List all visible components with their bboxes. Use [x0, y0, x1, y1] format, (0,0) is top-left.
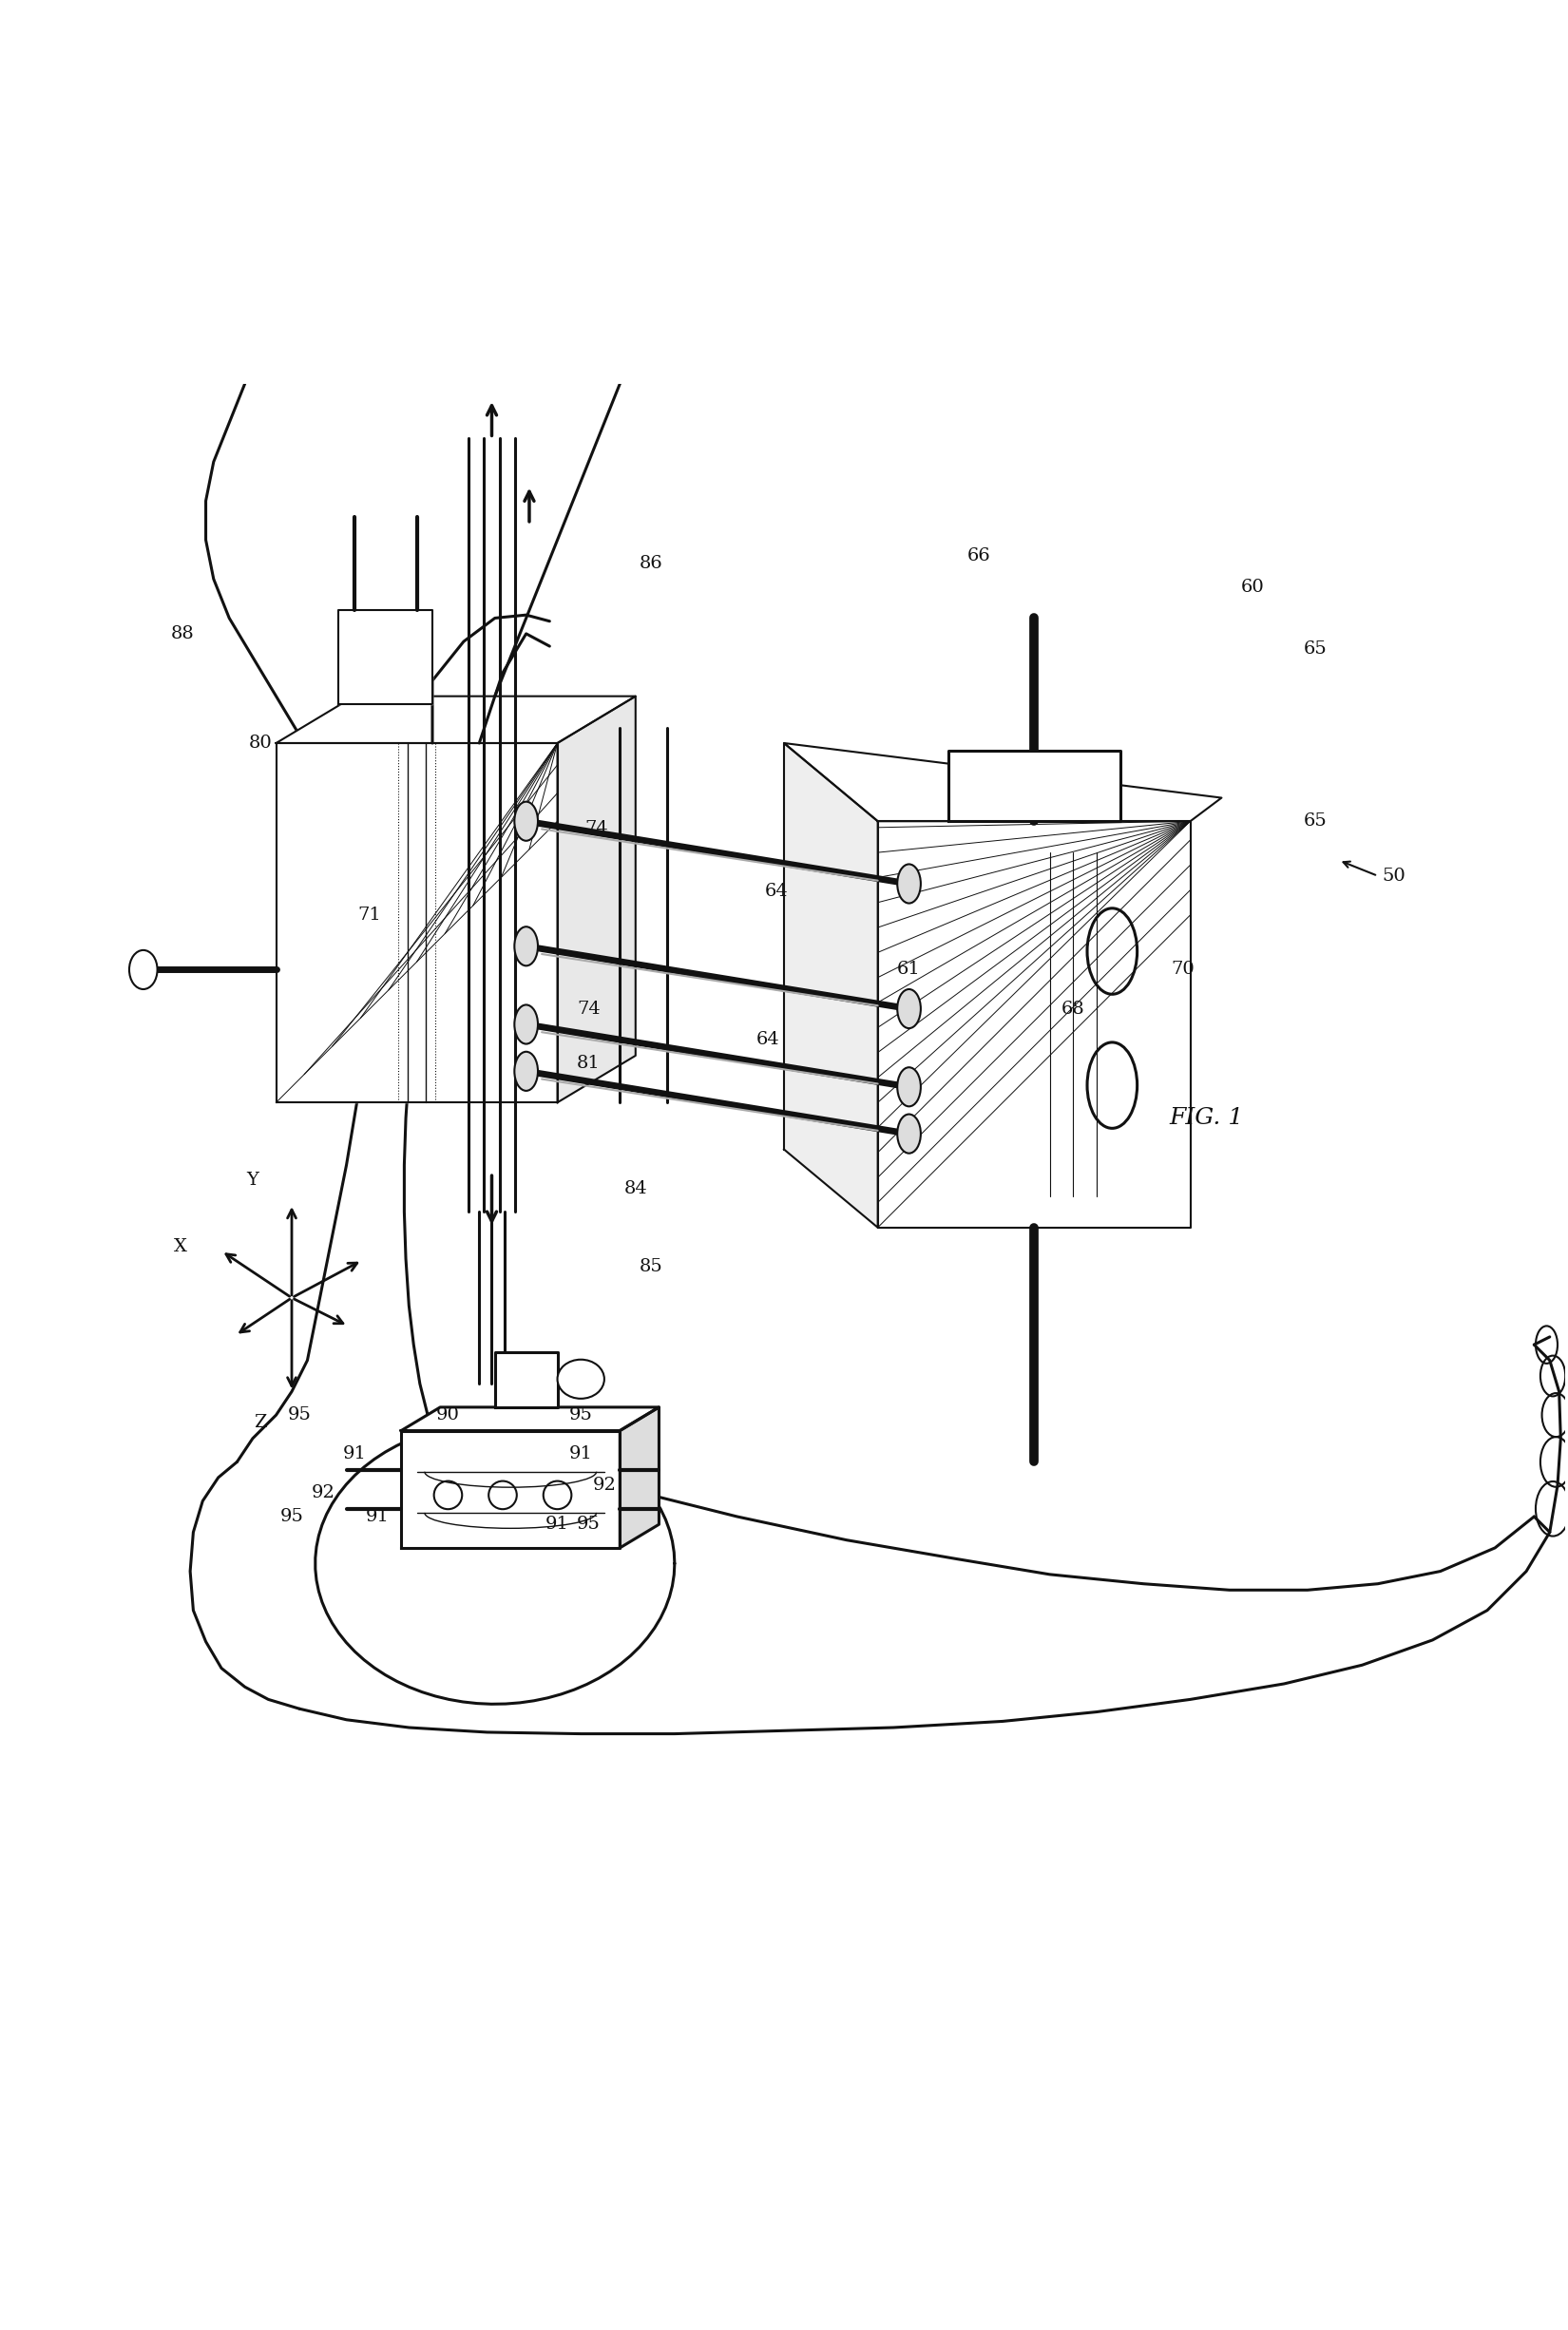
Ellipse shape: [514, 802, 538, 841]
Text: 81: 81: [577, 1055, 601, 1072]
Polygon shape: [619, 1407, 659, 1547]
Polygon shape: [557, 697, 635, 1102]
Text: 65: 65: [1303, 813, 1327, 829]
Text: 92: 92: [593, 1477, 616, 1494]
Polygon shape: [401, 1431, 619, 1547]
Text: 95: 95: [289, 1407, 312, 1424]
Ellipse shape: [897, 864, 920, 904]
Text: 70: 70: [1171, 960, 1195, 979]
Polygon shape: [401, 1407, 659, 1431]
Polygon shape: [949, 750, 1120, 820]
Ellipse shape: [897, 1114, 920, 1153]
Text: X: X: [174, 1237, 188, 1256]
Text: 65: 65: [1303, 641, 1327, 657]
Ellipse shape: [514, 927, 538, 965]
Polygon shape: [878, 820, 1190, 1228]
Ellipse shape: [514, 1004, 538, 1044]
Text: 80: 80: [249, 734, 273, 753]
Text: 66: 66: [967, 548, 991, 564]
Text: 91: 91: [342, 1445, 365, 1463]
Text: 64: 64: [757, 1032, 781, 1048]
Text: 95: 95: [281, 1508, 304, 1526]
Ellipse shape: [514, 1051, 538, 1090]
Polygon shape: [784, 743, 1221, 820]
Text: 95: 95: [577, 1517, 601, 1533]
Text: 50: 50: [1381, 867, 1405, 885]
Text: 85: 85: [640, 1258, 663, 1275]
Text: 64: 64: [765, 883, 789, 899]
Polygon shape: [784, 743, 878, 1228]
Text: FIG. 1: FIG. 1: [1168, 1107, 1243, 1130]
Text: 91: 91: [569, 1445, 593, 1463]
Text: 90: 90: [436, 1407, 459, 1424]
Polygon shape: [276, 743, 557, 1102]
Text: 91: 91: [365, 1508, 389, 1526]
Text: 74: 74: [577, 1000, 601, 1018]
Ellipse shape: [897, 990, 920, 1028]
Text: 74: 74: [585, 820, 608, 836]
Text: Z: Z: [254, 1414, 267, 1431]
Text: 86: 86: [640, 555, 663, 571]
Text: Y: Y: [246, 1172, 259, 1188]
Text: 92: 92: [310, 1484, 336, 1503]
Polygon shape: [339, 610, 433, 704]
Text: 61: 61: [897, 960, 920, 979]
Polygon shape: [276, 697, 635, 743]
Ellipse shape: [897, 1067, 920, 1107]
Ellipse shape: [129, 951, 157, 990]
Text: 84: 84: [624, 1179, 648, 1198]
Text: 91: 91: [546, 1517, 569, 1533]
Text: 88: 88: [171, 624, 194, 643]
Text: 60: 60: [1240, 578, 1264, 596]
Text: 95: 95: [569, 1407, 593, 1424]
Text: 68: 68: [1062, 1000, 1085, 1018]
Text: 71: 71: [358, 906, 381, 923]
Polygon shape: [495, 1351, 557, 1407]
Ellipse shape: [557, 1358, 604, 1398]
